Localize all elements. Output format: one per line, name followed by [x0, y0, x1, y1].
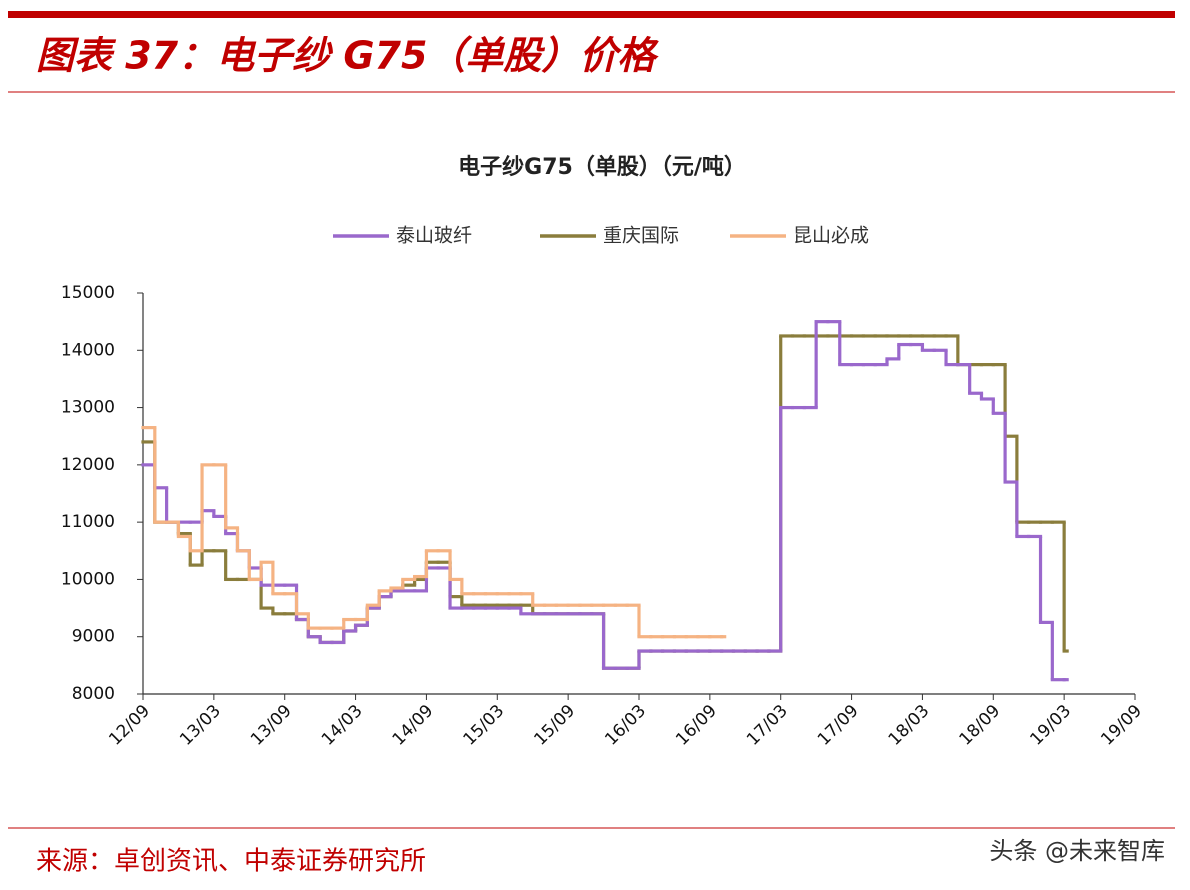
y-tick-label: 9000 — [72, 627, 115, 647]
x-tick-label: 13/09 — [247, 701, 296, 750]
y-tick-label: 14000 — [61, 340, 115, 360]
chart-title: 电子纱G75（单股）（元/吨） — [458, 155, 746, 180]
x-tick-label: 17/03 — [743, 701, 792, 750]
x-tick-label: 16/03 — [601, 701, 650, 750]
x-tick-label: 17/09 — [814, 701, 863, 750]
x-tick-label: 14/03 — [318, 701, 367, 750]
source: 来源：卓创资讯、中泰证券研究所 — [36, 847, 426, 877]
y-tick-label: 10000 — [61, 569, 115, 589]
y-tick-label: 15000 — [61, 283, 115, 303]
legend-label: 昆山必成 — [793, 225, 869, 247]
x-tick-label: 15/03 — [460, 701, 509, 750]
plot: 8000 9000 10000 11000 12000 13000 14000 15000 12… — [61, 225, 1146, 750]
x-tick-label: 13/03 — [176, 701, 225, 750]
x-tick-label: 14/09 — [389, 701, 438, 750]
y-tick-label: 11000 — [61, 512, 115, 532]
top-bar — [8, 11, 1175, 18]
x-tick-label: 18/03 — [885, 701, 934, 750]
page-title: 图表 37：电子纱 G75（单股）价格 — [36, 34, 659, 78]
y-tick-label: 12000 — [61, 455, 115, 475]
y-tick-label: 8000 — [72, 684, 115, 704]
y-tick-label: 13000 — [61, 398, 115, 418]
x-tick-label: 18/09 — [956, 701, 1005, 750]
x-tick-label: 19/09 — [1097, 701, 1146, 750]
legend-label: 重庆国际 — [603, 225, 679, 247]
legend-label: 泰山玻纤 — [396, 225, 472, 247]
watermark: 头条 @未来智库 — [989, 837, 1165, 865]
x-tick-label: 12/09 — [105, 701, 154, 750]
x-tick-label: 15/09 — [530, 701, 579, 750]
x-tick-label: 19/03 — [1026, 701, 1075, 750]
x-tick-label: 16/09 — [672, 701, 721, 750]
